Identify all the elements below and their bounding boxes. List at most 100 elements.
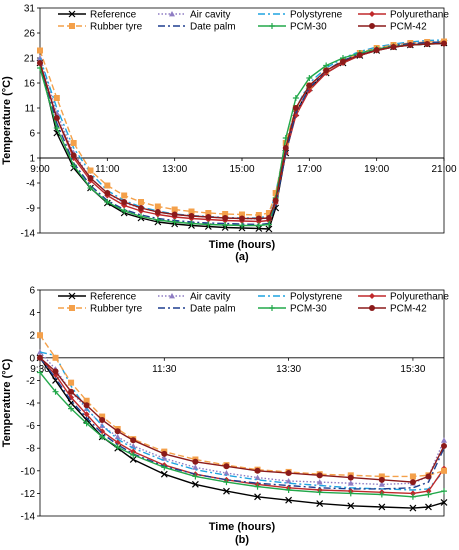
- data-point-rubber_tyre: [378, 473, 385, 480]
- legend-label: Polyurethane: [390, 10, 449, 21]
- legend-marker: [69, 23, 75, 29]
- legend-label: PCM-30: [290, 304, 327, 315]
- legend-item-polyurethane: Polyurethane: [358, 292, 449, 303]
- x-tick-label: 21:00: [431, 164, 456, 175]
- data-point-pcm42: [255, 215, 262, 222]
- legend-label: Polystyrene: [290, 292, 343, 303]
- data-point-rubber_tyre: [282, 140, 289, 146]
- data-point-pcm42: [265, 215, 272, 221]
- y-tick-label: 2: [29, 331, 35, 342]
- series-polyurethane: [37, 40, 447, 225]
- series-pcm42: [37, 40, 447, 222]
- data-point-rubber_tyre: [154, 203, 161, 210]
- legend-label: Date palm: [190, 304, 236, 315]
- y-tick-label: 11: [25, 104, 36, 115]
- data-point-pcm42: [52, 368, 59, 375]
- data-point-pcm42: [373, 47, 380, 53]
- legend-label: Reference: [90, 10, 137, 21]
- data-point-polyurethane: [409, 490, 416, 497]
- data-point-reference: [409, 504, 417, 512]
- data-point-rubber_tyre: [104, 182, 111, 189]
- data-point-pcm42: [171, 211, 178, 218]
- data-point-pcm42: [53, 115, 60, 121]
- x-tick-label: 9:30: [30, 364, 50, 375]
- x-tick-label: 15:30: [400, 364, 425, 375]
- data-point-pcm30: [161, 464, 168, 471]
- data-point-reference: [129, 456, 137, 463]
- series-date_palm: [39, 357, 445, 490]
- data-point-air_cavity: [316, 479, 323, 485]
- legend-item-date_palm: Date palm: [158, 304, 236, 315]
- data-point-rubber_tyre: [99, 413, 106, 420]
- data-point-pcm42: [68, 388, 75, 395]
- y-axis-title: Temperature (°C): [1, 76, 13, 165]
- data-point-pcm30: [192, 473, 199, 480]
- data-point-reference: [191, 480, 199, 488]
- data-point-pcm42: [104, 190, 111, 196]
- data-point-pcm30: [104, 199, 111, 205]
- data-point-pcm30: [323, 62, 330, 69]
- legend-label: Air cavity: [190, 10, 231, 21]
- data-point-pcm30: [154, 217, 161, 223]
- data-point-pcm30: [285, 487, 292, 494]
- data-point-pcm42: [409, 479, 416, 486]
- x-tick-label: 13:00: [162, 164, 187, 175]
- data-point-pcm30: [52, 388, 59, 395]
- x-axis-title: Time (hours): [209, 239, 276, 251]
- legend-item-pcm30: PCM-30: [258, 22, 327, 33]
- y-tick-label: 21: [24, 54, 36, 65]
- data-point-pcm42: [154, 209, 161, 215]
- y-tick-label: -4: [26, 179, 35, 190]
- series-air_cavity: [37, 349, 447, 487]
- data-point-pcm30: [255, 222, 262, 229]
- data-point-pcm42: [114, 428, 121, 435]
- legend-item-polystyrene: Polystyrene: [258, 292, 343, 303]
- data-point-pcm30: [265, 221, 272, 228]
- data-point-air_cavity: [347, 480, 354, 486]
- data-point-pcm42: [282, 145, 289, 151]
- legend-item-polystyrene: Polystyrene: [258, 10, 343, 21]
- data-point-pcm30: [409, 493, 416, 500]
- series-line-polystyrene: [39, 351, 445, 491]
- y-tick-label: -9: [26, 204, 35, 215]
- data-point-polyurethane: [83, 411, 90, 418]
- y-tick-label: -8: [26, 444, 35, 455]
- data-point-pcm42: [316, 472, 323, 479]
- data-point-pcm30: [223, 479, 230, 486]
- data-point-pcm30: [254, 483, 261, 490]
- data-point-pcm30: [441, 488, 447, 495]
- data-point-pcm42: [356, 52, 363, 58]
- series-line-reference: [39, 42, 445, 230]
- plot-frame: [39, 7, 445, 234]
- legend-marker: [369, 305, 375, 311]
- data-point-pcm42: [37, 354, 43, 361]
- data-point-pcm30: [222, 222, 229, 228]
- data-point-rubber_tyre: [441, 467, 447, 474]
- legend-label: Date palm: [190, 22, 236, 33]
- series-pcm30: [37, 40, 447, 229]
- data-point-pcm42: [121, 199, 128, 205]
- data-point-rubber_tyre: [83, 397, 90, 404]
- data-point-reference: [378, 503, 386, 511]
- data-point-pcm42: [441, 40, 447, 47]
- data-point-pcm30: [68, 405, 75, 412]
- legend-item-air_cavity: Air cavity: [158, 10, 231, 21]
- legend-item-pcm42: PCM-42: [358, 304, 427, 315]
- chart-panel-a: 31 26 21 16 11 6 1 -4 -9 -14 9:00 11:00 13:00 15:00 17…: [1, 4, 457, 264]
- x-axis-title: Time (hours): [209, 521, 276, 533]
- data-point-rubber_tyre: [255, 212, 262, 218]
- data-point-rubber_tyre: [409, 473, 416, 480]
- data-point-pcm30: [130, 451, 137, 458]
- data-point-air_cavity: [285, 477, 292, 484]
- panel-label: (b): [235, 534, 249, 546]
- y-axis-title: Temperature (°C): [1, 358, 13, 447]
- data-point-reference: [440, 499, 448, 506]
- series-polystyrene: [39, 39, 445, 219]
- legend-item-rubber_tyre: Rubber tyre: [58, 304, 143, 315]
- series-line-pcm42: [39, 357, 445, 483]
- data-point-air_cavity: [114, 433, 121, 440]
- data-point-pcm42: [407, 42, 414, 48]
- data-point-pcm30: [306, 75, 313, 81]
- data-point-rubber_tyre: [171, 206, 178, 213]
- data-point-pcm42: [192, 458, 199, 465]
